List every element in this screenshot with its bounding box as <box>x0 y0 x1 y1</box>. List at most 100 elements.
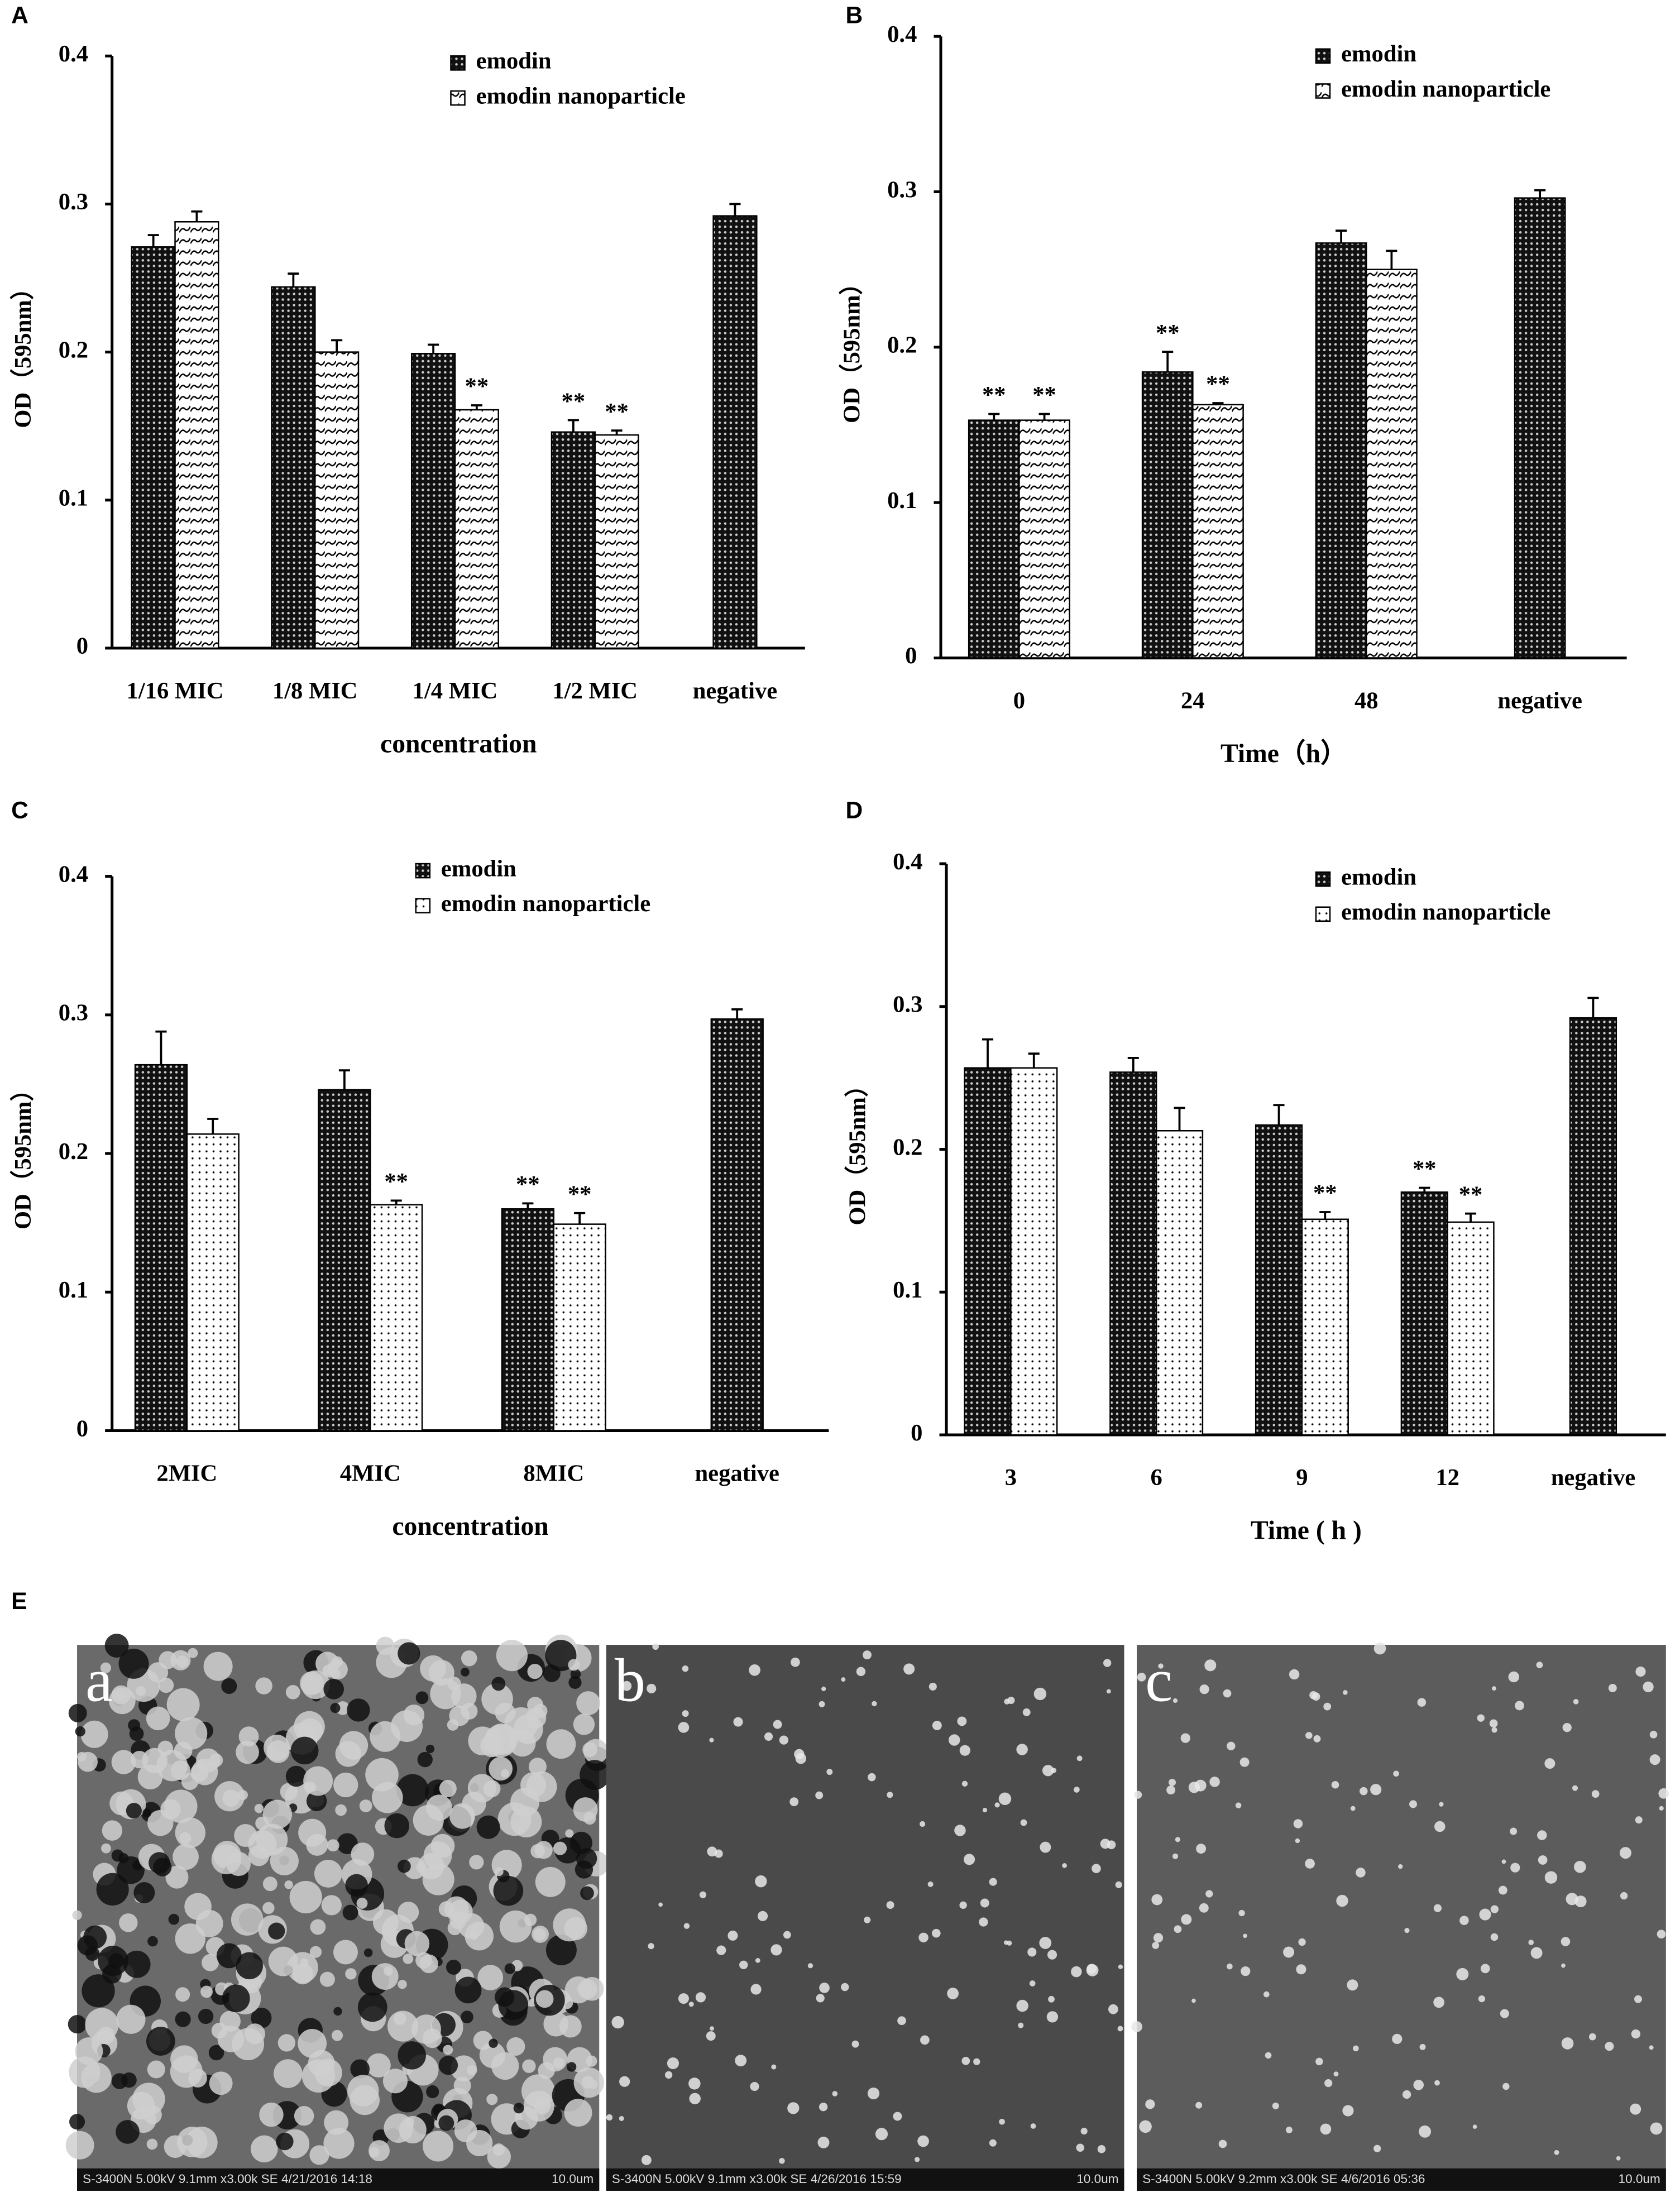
sem-texture <box>111 1685 131 1705</box>
sem-texture <box>576 1691 601 1716</box>
y-axis-title: OD（595nm） <box>10 1078 36 1229</box>
x-tick-label: 1/16 MIC <box>127 678 224 704</box>
sem-texture <box>356 1897 368 1909</box>
sem-texture <box>487 2144 511 2169</box>
sem-texture <box>72 1910 82 1920</box>
y-axis-title: OD（595nm） <box>10 276 36 428</box>
sem-texture <box>357 1992 387 2022</box>
sem-texture <box>678 1993 689 2004</box>
sem-texture <box>546 1729 576 1759</box>
sem-texture <box>68 1703 87 1722</box>
sem-texture <box>168 1913 180 1925</box>
sem-texture <box>982 1807 988 1813</box>
y-tick-label: 0.4 <box>893 849 922 875</box>
y-tick-label: 0.3 <box>59 189 88 215</box>
significance-label: ** <box>1206 371 1230 398</box>
sem-texture <box>1180 1733 1190 1743</box>
sem-texture <box>1239 1757 1250 1767</box>
sem-texture <box>465 1921 494 1951</box>
sem-texture <box>1272 2102 1279 2109</box>
sem-texture <box>688 2077 701 2090</box>
sem-texture <box>262 1799 293 1829</box>
sem-label: b <box>615 1646 645 1715</box>
sem-texture <box>773 1720 782 1729</box>
sem-texture <box>310 1919 326 1935</box>
sem-texture <box>1478 1995 1486 2003</box>
sem-texture <box>1305 1732 1313 1739</box>
error-bar <box>988 413 1000 420</box>
sem-texture <box>815 1791 824 1799</box>
sem-texture <box>339 1731 368 1760</box>
sem-texture <box>1022 1708 1031 1716</box>
sem-texture <box>234 1823 257 1847</box>
sem-texture <box>1285 2126 1293 2133</box>
sem-texture <box>423 2131 454 2162</box>
sem-texture <box>903 1663 915 1675</box>
legend-label: emodin <box>476 48 552 74</box>
sem-texture <box>438 1901 454 1917</box>
sem-texture <box>750 1984 762 1995</box>
sem-texture <box>1336 1894 1348 1907</box>
x-tick-label: 6 <box>1150 1464 1162 1491</box>
error-bar <box>471 404 482 410</box>
bar <box>964 1067 1012 1436</box>
sem-texture <box>102 1820 123 1841</box>
sem-texture <box>1295 1838 1300 1844</box>
bar <box>968 419 1020 659</box>
sem-texture <box>1323 1702 1332 1711</box>
sem-texture <box>807 1963 813 1969</box>
sem-texture <box>396 1774 429 1807</box>
sem-texture <box>1510 1827 1518 1835</box>
bar <box>501 1208 555 1432</box>
sem-texture <box>1649 1754 1660 1765</box>
sem-texture <box>1048 1995 1055 2003</box>
sem-texture <box>81 2062 112 2093</box>
sem-texture <box>1370 1784 1382 1796</box>
bar <box>318 1089 371 1432</box>
sem-texture <box>750 2081 759 2091</box>
sem-texture <box>323 1679 344 1700</box>
legend-label: emodin <box>1341 864 1416 890</box>
sem-texture <box>1479 1908 1491 1921</box>
sem-texture <box>1309 1691 1318 1700</box>
sem-texture <box>795 1753 807 1764</box>
sem-texture <box>1293 1819 1303 1828</box>
sem-footer <box>77 2168 600 2191</box>
bar <box>1155 1130 1204 1436</box>
sem-texture <box>1153 1933 1164 1943</box>
sem-texture <box>1174 1925 1182 1933</box>
sem-texture <box>1227 1963 1233 1970</box>
sem-texture <box>1536 1662 1543 1669</box>
sem-texture <box>1305 1859 1315 1869</box>
sem-texture <box>417 1751 433 1768</box>
sem-texture <box>336 1701 350 1715</box>
legend-swatch <box>415 898 431 914</box>
sem-texture <box>545 1935 577 1966</box>
sem-texture <box>682 1665 689 1672</box>
y-tick-label: 0.4 <box>887 21 917 47</box>
sem-texture <box>394 2012 406 2025</box>
bar <box>454 409 499 649</box>
sem-texture <box>461 2010 473 2023</box>
sem-texture <box>133 1882 155 1903</box>
sem-texture <box>918 1932 928 1943</box>
y-tick-label: 0 <box>76 1415 88 1442</box>
sem-texture <box>500 1769 509 1778</box>
sem-texture <box>309 2145 329 2165</box>
sem-texture <box>864 1916 871 1923</box>
sem-texture <box>917 2135 929 2147</box>
sem-texture <box>254 1803 264 1813</box>
sem-texture <box>347 2075 379 2107</box>
sem-texture <box>264 1734 290 1761</box>
sem-texture <box>932 1721 942 1730</box>
sem-texture <box>979 1917 988 1927</box>
sem-texture <box>1158 1663 1164 1669</box>
sem-texture <box>203 1652 233 1681</box>
x-axis-title: Time ( h ) <box>1251 1516 1362 1545</box>
y-tick-label: 0.2 <box>887 332 917 358</box>
legend-swatch <box>450 55 466 71</box>
sem-texture <box>398 2041 426 2070</box>
x-tick-label: negative <box>1551 1464 1635 1491</box>
legend-label: emodin nanoparticle <box>476 83 686 109</box>
sem-texture <box>1373 1642 1386 1655</box>
